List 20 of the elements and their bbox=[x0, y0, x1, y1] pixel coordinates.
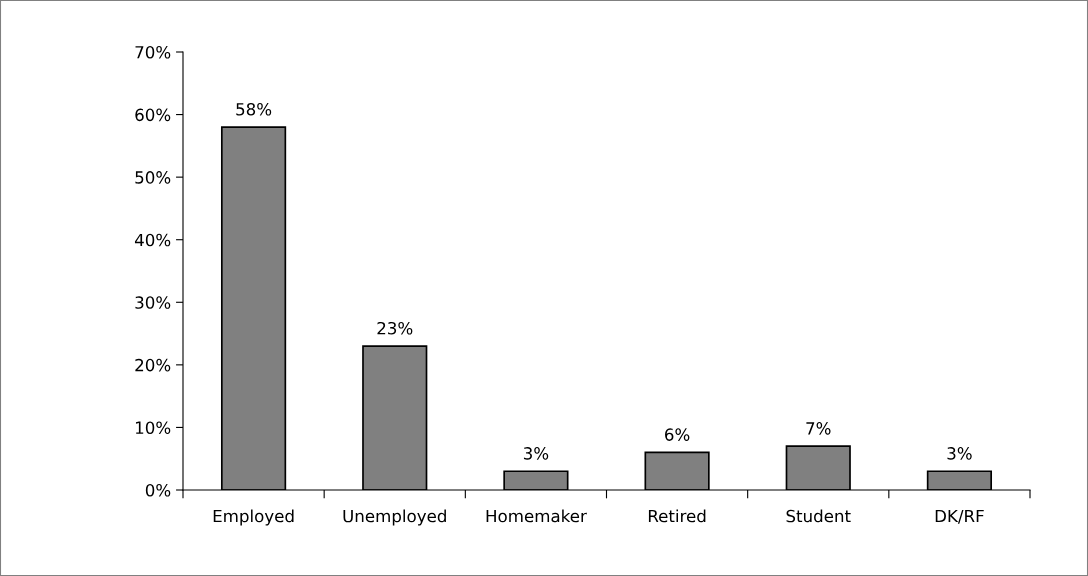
data-label: 7% bbox=[806, 422, 831, 435]
y-tick-label: 0% bbox=[145, 483, 171, 497]
data-label: 58% bbox=[236, 102, 272, 116]
data-label: 3% bbox=[523, 447, 549, 460]
x-tick-label: Homemaker bbox=[486, 509, 587, 523]
x-tick-label: Retired bbox=[648, 509, 706, 523]
x-tick-label: DK/RF bbox=[935, 509, 984, 524]
y-tick-label: 30% bbox=[135, 296, 171, 309]
data-label: 3% bbox=[947, 447, 972, 460]
x-tick-label: Student bbox=[786, 509, 851, 523]
data-label: 23% bbox=[377, 321, 413, 335]
x-tick-label: Unemployed bbox=[343, 509, 446, 526]
y-tick-label: 40% bbox=[134, 233, 171, 247]
x-tick-label: Employed bbox=[213, 509, 294, 526]
y-tick-label: 60% bbox=[135, 108, 171, 122]
y-tick-label: 70% bbox=[135, 45, 171, 59]
y-tick-label: 20% bbox=[135, 358, 171, 372]
y-tick-label: 10% bbox=[135, 421, 171, 434]
data-label: 6% bbox=[665, 428, 690, 441]
y-tick-label: 50% bbox=[135, 171, 171, 184]
